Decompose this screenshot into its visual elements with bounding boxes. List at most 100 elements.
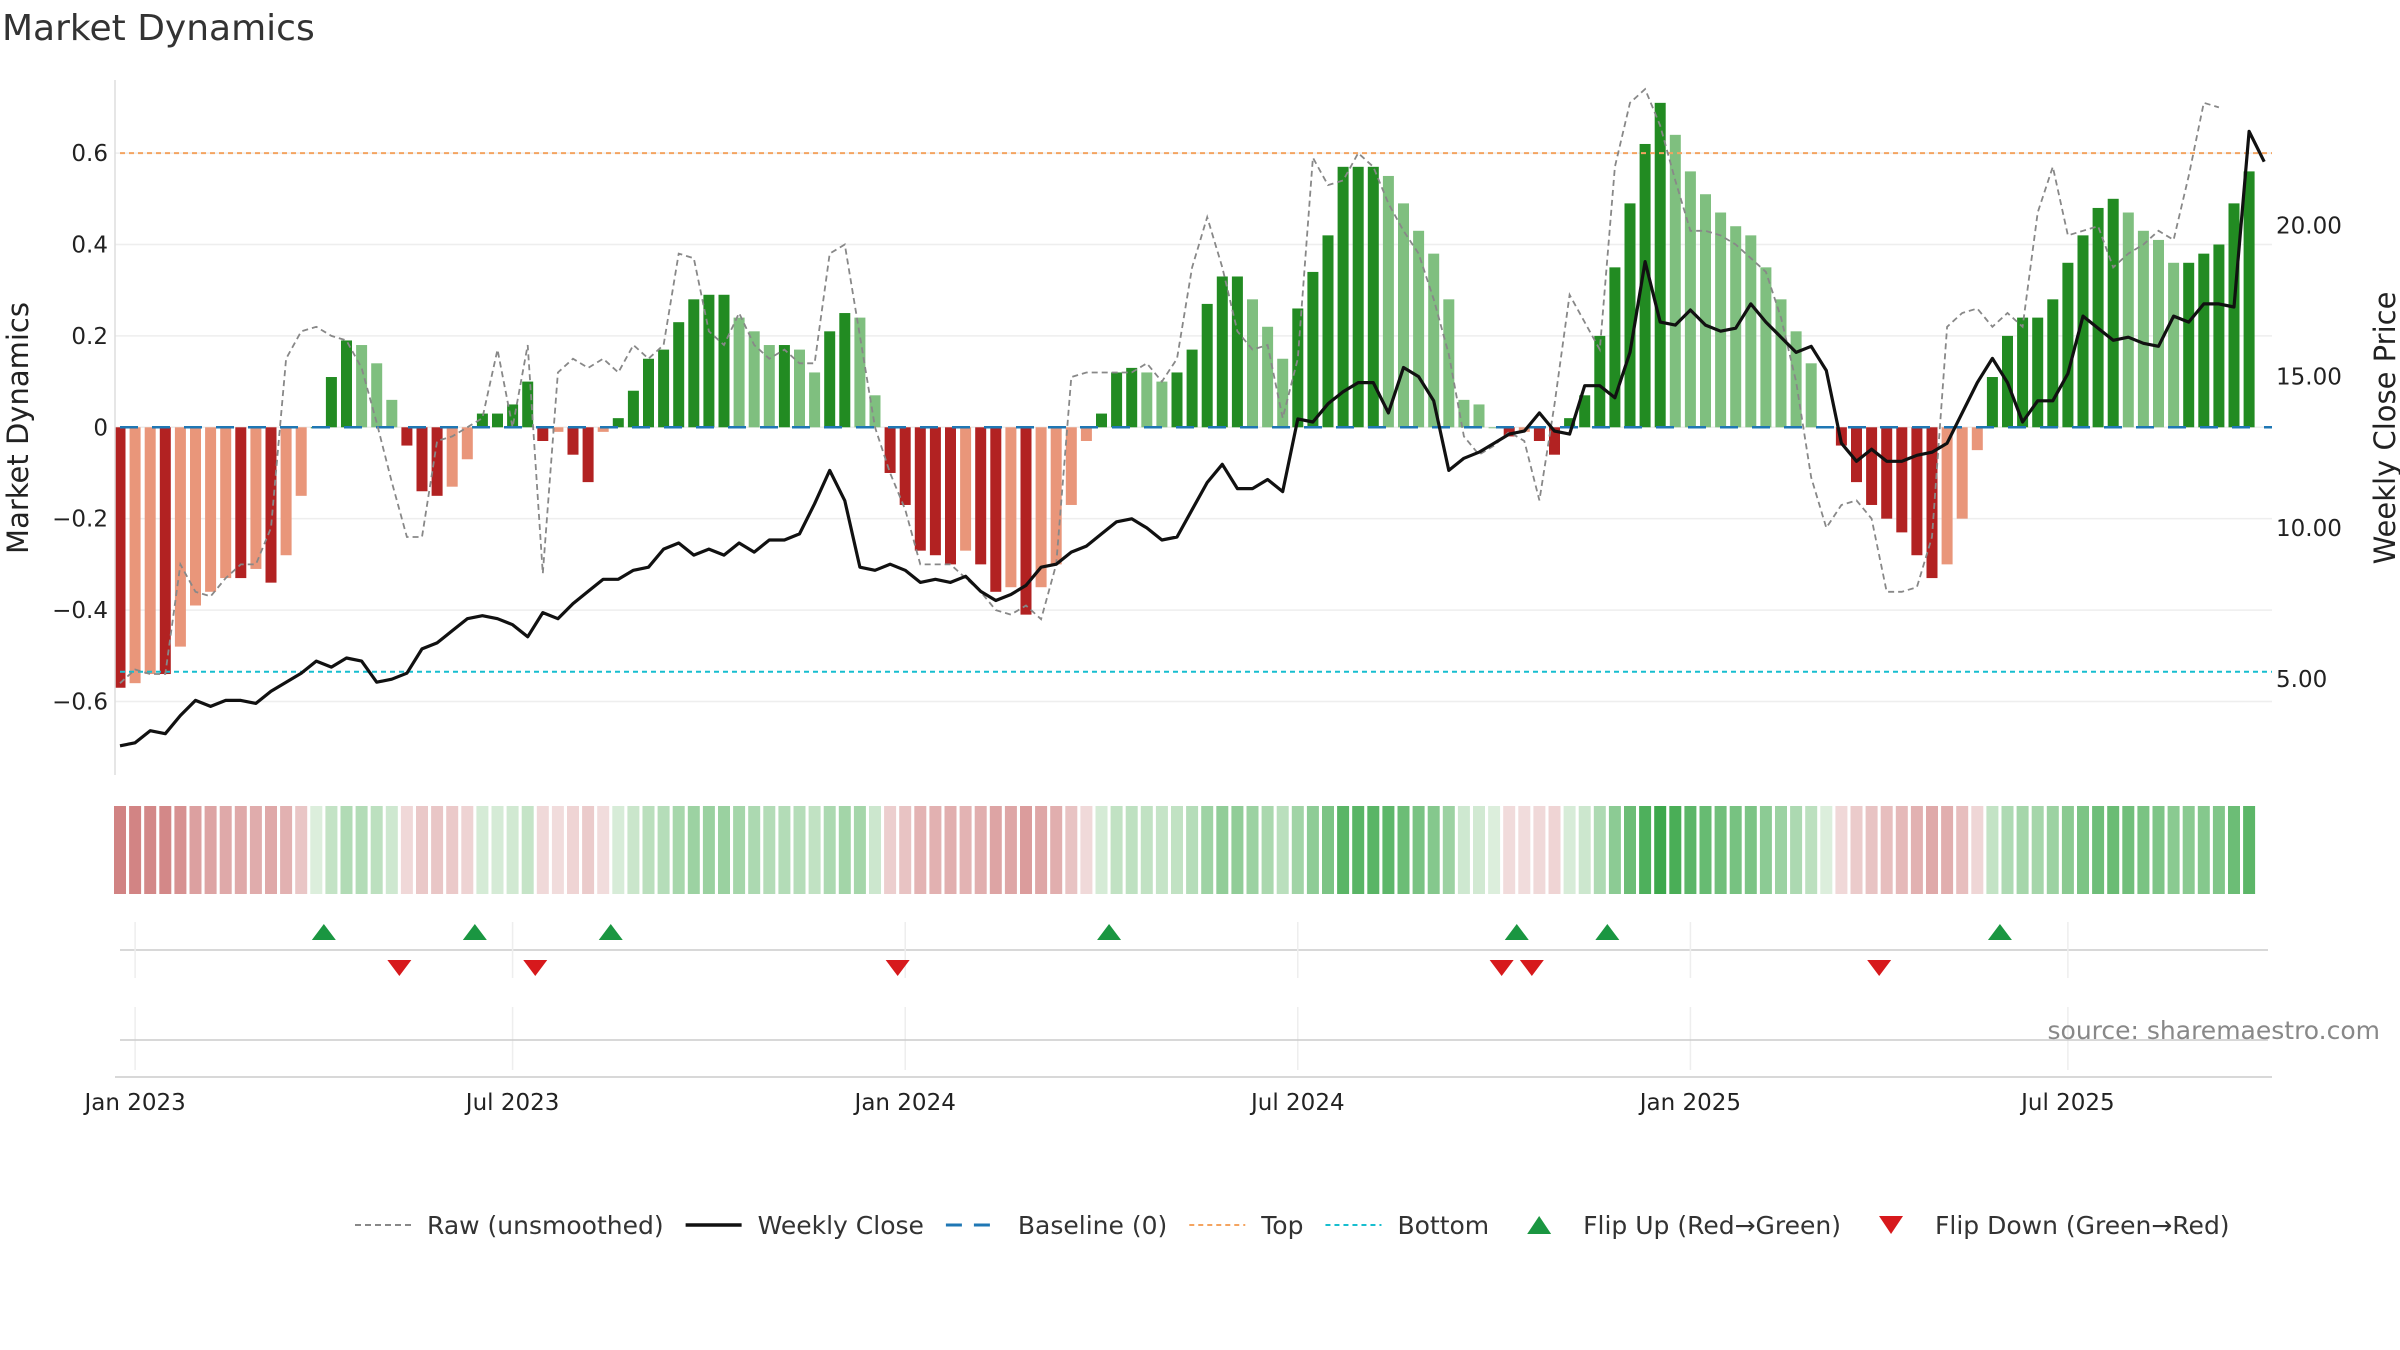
regime-cell xyxy=(1639,806,1652,894)
regime-cell xyxy=(1654,806,1667,894)
dynamics-bar xyxy=(1896,427,1908,533)
dynamics-bar xyxy=(1700,194,1711,428)
dynamics-bar xyxy=(658,349,670,428)
regime-cell xyxy=(1926,806,1938,894)
regime-cell xyxy=(1518,806,1531,894)
legend-swatch-flip-up xyxy=(1527,1216,1552,1234)
regime-cell xyxy=(1397,806,1410,894)
regime-cell xyxy=(763,806,776,894)
regime-cell xyxy=(869,806,881,894)
regime-cell xyxy=(340,806,353,894)
regime-cell xyxy=(2197,806,2210,894)
left-tick-label: 0 xyxy=(93,415,108,441)
regime-cell xyxy=(853,806,866,894)
weekly-close-line xyxy=(119,129,2266,748)
dynamics-bar xyxy=(1216,276,1228,428)
regime-cell xyxy=(838,806,851,894)
dynamics-bar xyxy=(446,427,458,487)
regime-cell xyxy=(1352,806,1365,894)
dynamics-bar xyxy=(1186,349,1198,428)
dynamics-bar xyxy=(1337,166,1349,428)
legend-label-flip-down: Flip Down (Green→Red) xyxy=(1935,1211,2230,1240)
dynamics-bar xyxy=(129,427,141,684)
regime-cell xyxy=(1865,806,1878,894)
regime-cell xyxy=(1231,806,1244,894)
dynamics-bar xyxy=(2137,230,2149,428)
dynamics-bar xyxy=(2062,262,2074,428)
dynamics-bar xyxy=(1156,381,1168,428)
dynamics-bar xyxy=(1533,427,1545,441)
dynamics-bar xyxy=(703,294,715,428)
dynamics-bar xyxy=(748,331,760,428)
dynamics-bar xyxy=(1926,427,1938,579)
regime-cell xyxy=(1276,806,1289,894)
regime-cell xyxy=(2212,806,2225,894)
dynamics-bar xyxy=(2198,253,2210,428)
legend-label-bottom: Bottom xyxy=(1397,1211,1489,1240)
dynamics-bar xyxy=(1005,427,1017,588)
regime-cell xyxy=(1699,806,1712,894)
dynamics-bar xyxy=(1277,358,1289,428)
flip-up-marker xyxy=(1987,924,2012,940)
x-tick-label: Jan 2025 xyxy=(1638,1090,1741,1116)
x-axis-ticks: Jan 2023 Jul 2023 Jan 2024 Jul 2024 Jan 2025… xyxy=(82,1090,2114,1116)
regime-cell xyxy=(1201,806,1214,894)
dynamics-bar xyxy=(1398,203,1409,428)
regime-cell xyxy=(2092,806,2105,894)
dynamics-bar xyxy=(1745,235,1757,428)
regime-cell xyxy=(1125,806,1138,894)
regime-cell xyxy=(672,806,685,894)
dynamics-bar xyxy=(250,427,262,569)
regime-cell xyxy=(1503,806,1516,894)
dynamics-bar xyxy=(265,427,277,583)
right-axis-ticks: 20.00 15.00 10.00 5.00 xyxy=(2276,213,2342,693)
dynamics-bar xyxy=(1775,299,1787,428)
left-axis-ticks: 0.6 0.4 0.2 0 −0.2 −0.4 −0.6 xyxy=(52,141,108,715)
flip-panel-grid xyxy=(134,922,2069,1070)
regime-cell xyxy=(929,806,942,894)
regime-strip xyxy=(114,806,2256,894)
dynamics-bar xyxy=(1488,427,1500,429)
dynamics-bar xyxy=(1881,427,1893,519)
dynamics-bar xyxy=(280,427,292,556)
dynamics-bar xyxy=(114,427,126,688)
regime-cell xyxy=(2046,806,2059,894)
dynamics-bar xyxy=(1065,427,1077,505)
regime-cell xyxy=(793,806,806,894)
dynamics-bar xyxy=(1080,427,1092,441)
regime-cell xyxy=(1473,806,1485,894)
legend-swatch-flip-down xyxy=(1879,1216,1904,1234)
x-tick-label: Jul 2025 xyxy=(2019,1090,2115,1116)
dynamics-bar xyxy=(1247,299,1258,428)
dynamics-bar xyxy=(507,404,519,428)
legend-label-flip-up: Flip Up (Red→Green) xyxy=(1583,1211,1841,1240)
dynamics-bar xyxy=(824,331,836,428)
regime-cell xyxy=(733,806,746,894)
regime-cell xyxy=(778,806,791,894)
regime-cell xyxy=(1593,806,1606,894)
dynamics-bar xyxy=(2153,239,2164,428)
dynamics-bar xyxy=(492,413,503,428)
dynamics-bar xyxy=(1352,166,1364,428)
dynamics-bar xyxy=(884,427,896,473)
regime-cell xyxy=(748,806,761,894)
left-tick-label: 0.2 xyxy=(71,324,108,350)
regime-cell xyxy=(506,806,519,894)
regime-cell xyxy=(2137,806,2150,894)
flip-down-marker xyxy=(1519,960,1544,976)
legend-label-top: Top xyxy=(1260,1211,1303,1240)
left-axis-title: Market Dynamics xyxy=(1,302,35,554)
dynamics-bar xyxy=(1020,427,1032,615)
dynamics-bar xyxy=(1639,143,1651,428)
regime-cell xyxy=(914,806,927,894)
dynamics-bar xyxy=(2092,207,2104,428)
dynamics-bar xyxy=(1262,326,1274,428)
x-tick-label: Jul 2023 xyxy=(464,1090,560,1116)
regime-cell xyxy=(551,806,564,894)
dynamics-bar xyxy=(1684,171,1696,428)
dynamics-bar xyxy=(295,427,307,496)
dynamics-bar xyxy=(144,427,156,675)
x-tick-label: Jan 2024 xyxy=(853,1090,956,1116)
dynamics-bar xyxy=(2122,212,2134,428)
regime-cell xyxy=(355,806,368,894)
